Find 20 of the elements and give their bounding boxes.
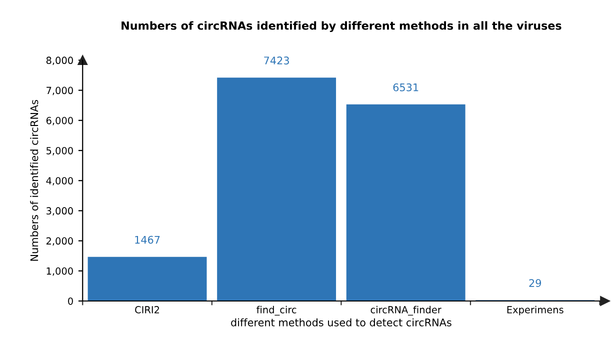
y-tick-label: 3,000 — [46, 207, 73, 216]
y-tick-label: 1,000 — [46, 267, 73, 276]
y-tick-label: 6,000 — [46, 116, 73, 126]
chart-title: Numbers of circRNAs identified by different methods in all the viruses — [122, 21, 562, 32]
data-label: 29 — [529, 279, 542, 287]
y-axis-title: Numbers of identified circRNAs — [30, 100, 38, 261]
y-tick-label: 4,000 — [46, 177, 73, 186]
data-label: 7423 — [264, 56, 289, 64]
x-tick-label: Experimens — [507, 306, 564, 316]
data-label: 1467 — [135, 236, 160, 244]
y-tick-label: 0 — [68, 297, 73, 305]
x-tick-label: find_circ — [256, 306, 296, 316]
x-axis-title: different methods used to detect circRNAs — [231, 318, 452, 326]
x-tick-label: circRNA_finder — [370, 306, 442, 316]
y-tick-label: 7,000 — [46, 86, 73, 96]
data-label: 6531 — [393, 83, 418, 92]
y-tick-label: 5,000 — [46, 146, 73, 156]
y-tick-label: 2,000 — [46, 237, 73, 246]
y-tick-label: 8,000 — [46, 56, 73, 66]
x-tick-label: CIRI2 — [135, 306, 160, 314]
